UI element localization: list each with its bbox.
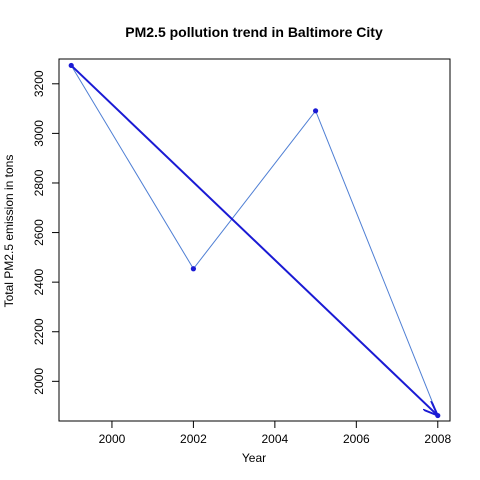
x-tick-label: 2004: [262, 432, 289, 446]
data-point: [190, 266, 197, 272]
y-tick-label: 3200: [32, 70, 46, 97]
x-axis: 2000 2002 2004 2006 2008: [99, 420, 451, 446]
x-tick-label: 2002: [180, 432, 207, 446]
y-tick-label: 2400: [32, 268, 46, 295]
y-tick-label: 2000: [32, 368, 46, 395]
series-lines: [70, 65, 439, 416]
chart-title: PM2.5 pollution trend in Baltimore City: [125, 24, 383, 40]
data-point: [312, 108, 319, 114]
data-point: [435, 412, 441, 419]
y-tick-label: 3000: [32, 120, 46, 147]
data-point: [68, 62, 74, 69]
y-tick-label: 2600: [32, 219, 46, 246]
y-axis: 2000 2200 2400 2600 2800 3000 3200: [32, 70, 60, 395]
x-tick-label: 2000: [99, 432, 126, 446]
y-axis-label: Total PM2.5 emission in tons: [2, 155, 16, 308]
series-line: [70, 65, 439, 416]
x-tick-label: 2008: [424, 432, 451, 446]
x-axis-label: Year: [242, 451, 266, 465]
data-points: [68, 62, 441, 419]
trend-arrow: [70, 64, 438, 415]
y-tick-label: 2800: [32, 169, 46, 196]
arrow-layer: [70, 64, 438, 415]
x-tick-label: 2006: [343, 432, 370, 446]
y-tick-label: 2200: [32, 318, 46, 345]
